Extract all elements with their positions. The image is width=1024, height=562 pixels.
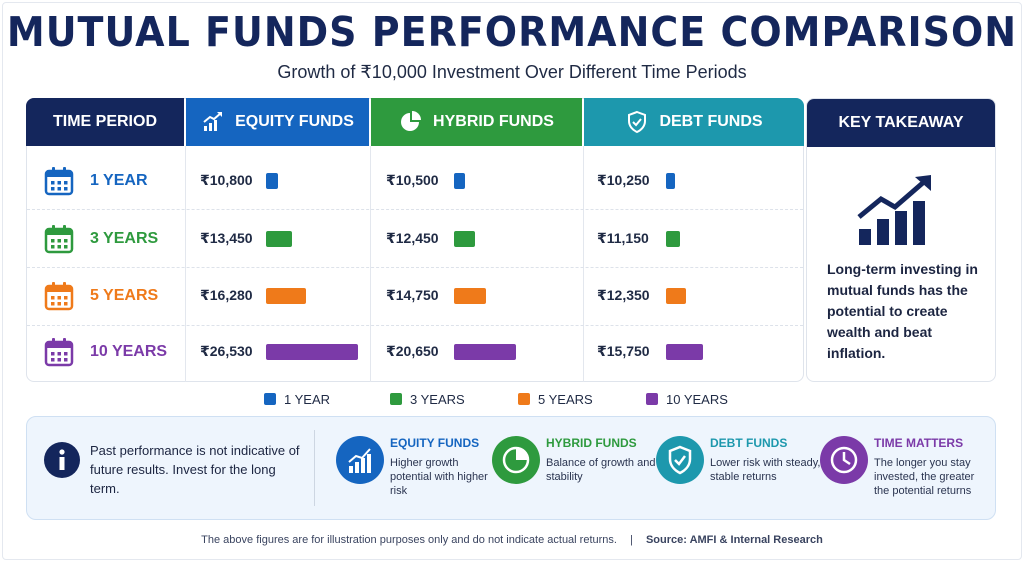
pie-chart-icon [401,111,422,131]
hybrid-value: ₹20,650 [386,343,439,359]
shield-check-icon [656,436,704,484]
equity-value: ₹10,800 [200,172,253,188]
panel-divider [314,430,315,506]
period-text: 10 YEARS [90,343,168,360]
info-text: Higher growth potential with higher risk [390,457,488,497]
hybrid-bar [454,173,465,189]
hybrid-bar [454,231,475,247]
page-subtitle: Growth of ₹10,000 Investment Over Differ… [277,62,747,82]
debt-bar [666,288,686,304]
period-label: 3 YEARS [44,223,184,255]
equity-value: ₹13,450 [200,230,253,246]
period-label: 5 YEARS [44,280,184,312]
growth-chart-icon [336,436,384,484]
legend-swatch [264,393,276,405]
header-time-period: TIME PERIOD [26,98,184,146]
key-takeaway-text: Long-term investing in mutual funds has … [827,261,978,361]
footer-source: Source: AMFI & Internal Research [645,534,823,546]
legend-item-3-years: 3 YEARS [390,390,465,408]
calendar-icon [44,225,74,254]
column-divider [583,146,584,382]
row-divider [27,325,803,326]
debt-value: ₹12,350 [597,287,650,303]
hybrid-bar [454,288,487,304]
info-title: DEBT FUNDS [710,436,788,450]
pie-chart-icon [492,436,540,484]
info-text: The longer you stay invested, the greate… [874,457,975,497]
debt-bar [666,173,676,189]
equity-bar [266,173,279,189]
legend-swatch [518,393,530,405]
period-label: 10 YEARS [44,336,184,368]
legend-swatch [390,393,402,405]
legend-item-5-years: 5 YEARS [518,390,593,408]
column-divider [370,146,371,382]
info-icon [44,442,80,478]
row-divider [27,209,803,210]
debt-value: ₹10,250 [597,172,650,188]
info-text: Lower risk with steady, stable returns [710,457,821,483]
footer: The above figures are for illustration p… [201,534,823,546]
hybrid-value: ₹14,750 [386,287,439,303]
header-hybrid-funds: HYBRID FUNDS [371,98,582,146]
info-text: Balance of growth and stability [546,457,656,483]
calendar-icon [44,338,74,367]
calendar-icon [44,167,74,196]
calendar-icon [44,282,74,311]
debt-value: ₹11,150 [597,230,649,246]
shield-check-icon [628,110,647,134]
equity-bar [266,231,292,247]
period-text: 5 YEARS [90,287,159,304]
equity-bar [266,344,358,360]
hybrid-value: ₹10,500 [386,172,439,188]
growth-chart-icon [203,112,223,131]
period-text: 3 YEARS [90,230,159,247]
info-title: HYBRID FUNDS [546,436,637,450]
debt-value: ₹15,750 [597,343,650,359]
equity-value: ₹16,280 [200,287,253,303]
key-takeaway-panel: KEY TAKEAWAY Long-term investing in mutu… [806,98,996,382]
period-label: 1 YEAR [44,165,184,197]
equity-value: ₹26,530 [200,343,253,359]
column-divider [185,146,186,382]
period-text: 1 YEAR [90,172,148,189]
info-title: EQUITY FUNDS [390,436,480,450]
legend-swatch [646,393,658,405]
debt-bar [666,231,680,247]
legend-item-1-year: 1 YEAR [264,390,330,408]
growth-chart-icon [857,175,931,245]
disclaimer-text: Past performance is not indicative of fu… [90,443,300,496]
row-divider [27,267,803,268]
page-title: MUTUAL FUNDS PERFORMANCE COMPARISON [6,8,1018,56]
legend-item-10-years: 10 YEARS [646,390,728,408]
key-takeaway-header: KEY TAKEAWAY [807,99,995,147]
hybrid-value: ₹12,450 [386,230,439,246]
header-equity-funds: EQUITY FUNDS [186,98,369,146]
header-debt-funds: DEBT FUNDS [584,98,804,146]
info-title: TIME MATTERS [874,436,964,450]
clock-icon [820,436,868,484]
debt-bar [666,344,704,360]
hybrid-bar [454,344,517,360]
footer-note: The above figures are for illustration p… [201,534,617,546]
equity-bar [266,288,306,304]
